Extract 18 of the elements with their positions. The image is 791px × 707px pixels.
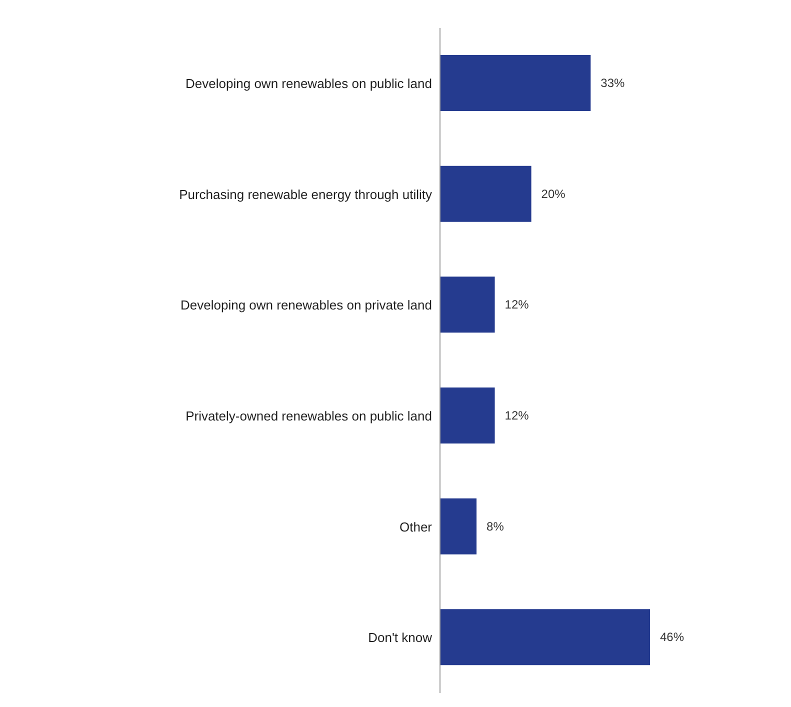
- data-label: 20%: [541, 186, 566, 201]
- y-tick-label: Developing own renewables on private land: [180, 298, 432, 313]
- data-label: 8%: [486, 519, 504, 534]
- data-label: 12%: [504, 408, 530, 422]
- y-tick-label: Don't know: [368, 630, 433, 646]
- data-label: 46%: [660, 630, 684, 644]
- bar: [440, 166, 532, 222]
- y-tick-label: Developing own renewables on public land: [186, 76, 432, 92]
- y-tick-label: Other: [399, 519, 433, 534]
- data-label: 33%: [600, 76, 625, 90]
- data-label: 12%: [504, 298, 530, 312]
- bar: [440, 609, 650, 666]
- bar: [440, 388, 495, 444]
- bar: [440, 55, 591, 111]
- bar: [440, 498, 477, 554]
- y-tick-label: Privately-owned renewables on public land: [186, 408, 432, 424]
- y-tick-label: Purchasing renewable energy through utility: [179, 186, 432, 202]
- bar: [440, 276, 495, 333]
